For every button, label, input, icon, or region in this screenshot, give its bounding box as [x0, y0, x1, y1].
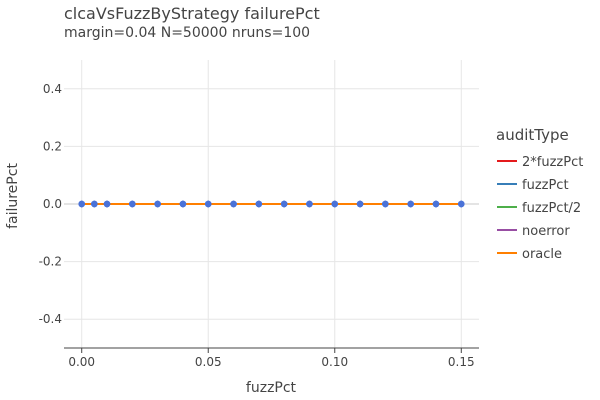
data-point-oracle-7: [230, 200, 237, 208]
data-markers: [78, 200, 465, 208]
y-tick-label-1: 0.2: [43, 139, 62, 153]
data-point-oracle-13: [382, 200, 389, 208]
legend-item-fuzzPct/2[interactable]: fuzzPct/2: [497, 201, 581, 216]
data-point-oracle-0: [78, 200, 85, 208]
chart-title: clcaVsFuzzByStrategy failurePct: [64, 4, 320, 23]
legend-label-fuzzPct: fuzzPct: [522, 178, 569, 193]
legend-label-noerror: noerror: [522, 224, 570, 239]
y-tick-labels: 0.4 0.2 0.0 -0.2 -0.4: [39, 82, 62, 326]
data-point-oracle-9: [280, 200, 288, 208]
data-point-oracle-8: [255, 200, 263, 208]
x-tick-labels: 0.00 0.05 0.10 0.15: [68, 355, 474, 369]
data-point-oracle-5: [179, 200, 187, 208]
x-tick-label-0: 0.00: [68, 355, 95, 369]
data-point-oracle-3: [129, 200, 136, 208]
x-axis-label: fuzzPct: [246, 380, 297, 396]
legend-item-fuzzPct[interactable]: fuzzPct: [497, 178, 569, 193]
data-point-oracle-2: [103, 200, 111, 208]
legend-label-fuzzPct/2: fuzzPct/2: [522, 201, 581, 216]
x-tick-label-1: 0.05: [195, 355, 222, 369]
legend-item-noerror[interactable]: noerror: [497, 224, 570, 239]
data-point-oracle-4: [154, 200, 161, 208]
data-point-oracle-11: [331, 200, 338, 208]
data-point-oracle-14: [407, 200, 414, 208]
chart-subtitle: margin=0.04 N=50000 nruns=100: [64, 25, 310, 41]
legend-label-oracle: oracle: [522, 247, 562, 262]
data-point-oracle-15: [432, 200, 440, 208]
y-tick-label-0: 0.4: [43, 82, 62, 96]
legend-item-2*fuzzPct[interactable]: 2*fuzzPct: [497, 155, 583, 170]
data-point-oracle-6: [205, 200, 212, 208]
y-tick-label-3: -0.2: [39, 255, 62, 269]
legend-title: auditType: [496, 126, 569, 144]
data-point-oracle-1: [91, 200, 98, 208]
data-point-oracle-10: [306, 200, 313, 208]
data-point-oracle-12: [356, 200, 364, 208]
axes: [64, 347, 479, 353]
data-point-oracle-16: [458, 200, 465, 208]
y-axis-label: failurePct: [5, 163, 21, 229]
legend-item-oracle[interactable]: oracle: [497, 247, 562, 262]
y-tick-label-4: -0.4: [39, 312, 62, 326]
x-tick-label-3: 0.15: [448, 355, 475, 369]
y-tick-label-2: 0.0: [43, 197, 62, 211]
x-tick-label-2: 0.10: [321, 355, 348, 369]
legend-label-2*fuzzPct: 2*fuzzPct: [522, 155, 583, 170]
legend[interactable]: auditType 2*fuzzPct fuzzPct fuzzPct/2 noerr…: [496, 126, 583, 262]
